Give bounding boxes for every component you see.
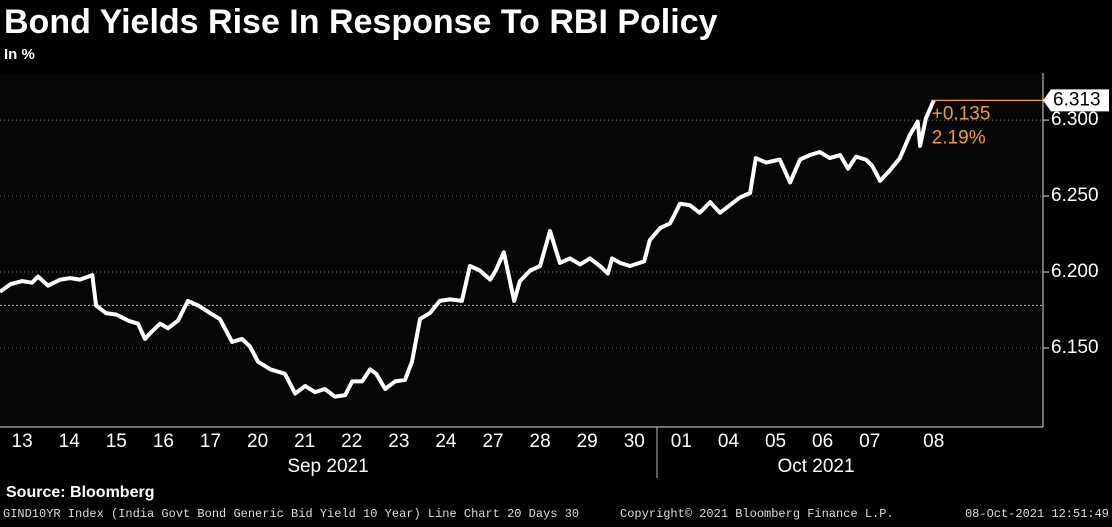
x-tick-label: 27: [482, 431, 503, 452]
footer-left: GIND10YR Index (India Govt Bond Generic …: [3, 507, 579, 521]
x-tick-label: 23: [388, 431, 409, 452]
series-line: [0, 99, 936, 399]
x-tick-label: 08: [923, 431, 944, 452]
chart-title: Bond Yields Rise In Response To RBI Poli…: [4, 3, 718, 41]
x-tick-label: 13: [12, 431, 33, 452]
plot-area: [0, 73, 1043, 427]
x-tick-label: 20: [247, 431, 268, 452]
footer-center: Copyright© 2021 Bloomberg Finance L.P.: [620, 507, 894, 521]
x-tick-label: 17: [200, 431, 221, 452]
x-tick-label: 28: [530, 431, 551, 452]
y-tick-label: 6.150: [1051, 337, 1099, 358]
x-tick-label: 15: [106, 431, 127, 452]
change-pct-label: 2.19%: [932, 127, 986, 148]
source: Source: Bloomberg: [6, 484, 154, 501]
x-tick-label: 24: [435, 431, 457, 452]
month-label: Oct 2021: [777, 456, 854, 477]
x-tick-label: 07: [859, 431, 880, 452]
x-tick-label: 29: [577, 431, 598, 452]
change-label: +0.135: [932, 103, 991, 124]
y-tick-label: 6.250: [1051, 185, 1099, 206]
x-tick-label: 06: [812, 431, 833, 452]
last-value-label: 6.313: [1053, 89, 1101, 110]
y-tick-label: 6.200: [1051, 261, 1099, 282]
chart-subtitle: In %: [4, 46, 35, 63]
x-tick-label: 01: [671, 431, 692, 452]
x-tick-label: 22: [341, 431, 362, 452]
x-tick-label: 05: [765, 431, 786, 452]
x-tick-label: 14: [59, 431, 81, 452]
month-label: Sep 2021: [287, 456, 368, 477]
footer-bar: [0, 504, 1112, 522]
y-tick-label: 6.300: [1051, 109, 1099, 130]
x-tick-label: 21: [294, 431, 315, 452]
last-value-tag: [1043, 89, 1109, 112]
x-tick-label: 16: [153, 431, 174, 452]
x-tick-label: 30: [624, 431, 645, 452]
x-tick-label: 04: [718, 431, 740, 452]
footer-right: 08-Oct-2021 12:51:49: [965, 507, 1109, 521]
